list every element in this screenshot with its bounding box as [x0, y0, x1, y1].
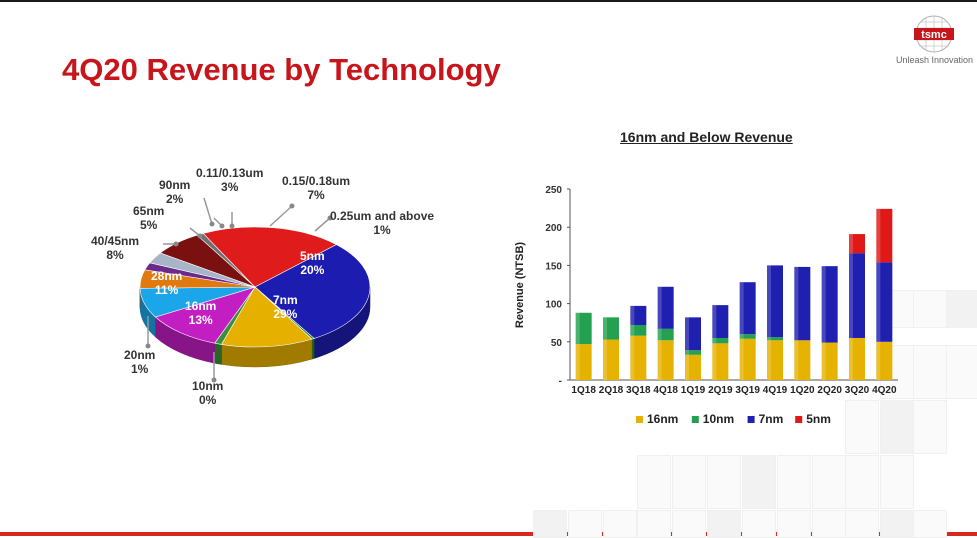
legend-label-5nm: 5nm [806, 412, 831, 426]
bar-highlight [630, 325, 634, 336]
legend-swatch-5nm [795, 416, 802, 423]
bar-highlight [822, 343, 826, 380]
legend-swatch-7nm [748, 416, 755, 423]
bar-highlight [576, 344, 580, 380]
x-tick-label: 4Q19 [763, 385, 788, 396]
bar-highlight [630, 336, 634, 380]
y-tick-label: - [559, 376, 562, 387]
bar-highlight [685, 355, 689, 380]
bar-highlight [767, 337, 771, 340]
bar-highlight [576, 313, 580, 344]
bar-highlight [849, 234, 853, 253]
bar-highlight [767, 265, 771, 337]
y-tick-label: 250 [545, 185, 562, 196]
legend-swatch-16nm [636, 416, 643, 423]
bar-highlight [876, 209, 880, 262]
bar-highlight [712, 305, 716, 338]
y-tick-label: 200 [545, 223, 562, 234]
x-tick-label: 1Q18 [571, 385, 596, 396]
bar-highlight [767, 340, 771, 380]
bar-highlight [712, 343, 716, 380]
bar-highlight [849, 338, 853, 380]
bar-highlight [658, 340, 662, 380]
bar-highlight [603, 340, 607, 380]
x-tick-label: 3Q20 [845, 385, 870, 396]
bar-highlight [876, 342, 880, 380]
legend-label-10nm: 10nm [703, 412, 734, 426]
bar-highlight [849, 253, 853, 338]
bar-highlight [658, 329, 662, 340]
bar-highlight [712, 338, 716, 343]
bar-highlight [876, 262, 880, 341]
x-tick-label: 4Q18 [653, 385, 678, 396]
x-tick-label: 2Q19 [708, 385, 733, 396]
legend-swatch-10nm [692, 416, 699, 423]
x-tick-label: 2Q20 [817, 385, 842, 396]
bar-highlight [630, 306, 634, 325]
bar-highlight [822, 266, 826, 342]
bar-highlight [685, 350, 689, 355]
bar-highlight [794, 267, 798, 340]
x-tick-label: 1Q20 [790, 385, 815, 396]
y-tick-label: 50 [551, 338, 563, 349]
x-tick-label: 3Q18 [626, 385, 651, 396]
y-tick-label: 150 [545, 261, 562, 272]
legend-label-16nm: 16nm [647, 412, 678, 426]
bar-highlight [794, 340, 798, 380]
y-tick-label: 100 [545, 300, 562, 311]
bar-highlight [740, 339, 744, 380]
bar-highlight [740, 334, 744, 339]
bar-highlight [658, 287, 662, 329]
bar-highlight [685, 317, 689, 350]
x-tick-label: 3Q19 [735, 385, 760, 396]
bar-highlight [603, 317, 607, 339]
x-tick-label: 4Q20 [872, 385, 897, 396]
x-tick-label: 1Q19 [681, 385, 706, 396]
legend-label-7nm: 7nm [759, 412, 784, 426]
y-axis-label: Revenue (NTSB) [514, 242, 526, 329]
bar-highlight [740, 282, 744, 334]
x-tick-label: 2Q18 [599, 385, 624, 396]
